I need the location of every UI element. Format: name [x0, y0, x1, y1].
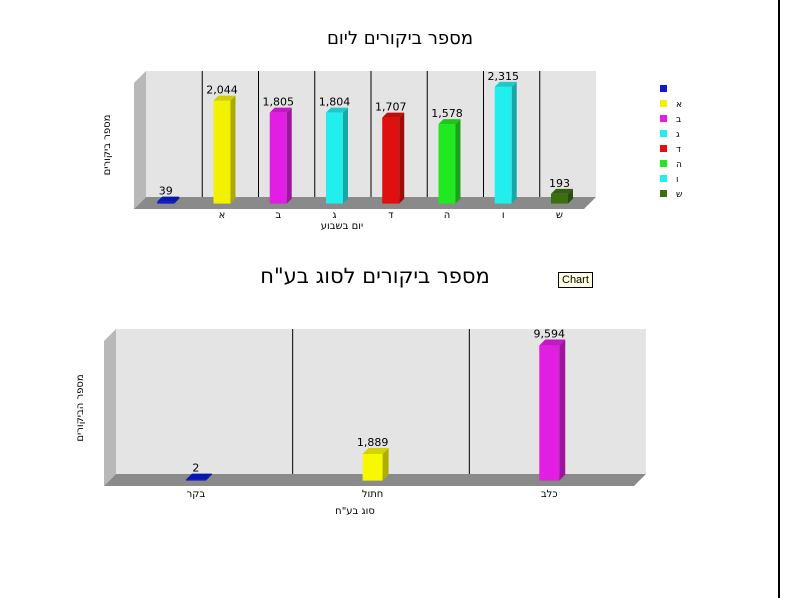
x-tick-label: ב	[275, 210, 281, 221]
x-tick-label: כלב	[541, 489, 558, 500]
window-border	[778, 0, 780, 598]
legend-item	[660, 85, 667, 92]
data-label: 1,889	[357, 436, 389, 449]
svg-text:ב: ב	[676, 115, 681, 125]
bar-1-6	[494, 81, 517, 204]
bar-1-7	[550, 188, 573, 204]
data-label: 193	[549, 177, 570, 190]
chart1-floor	[134, 197, 596, 209]
bar-1-4	[382, 112, 405, 204]
svg-text:א: א	[676, 100, 682, 110]
chart1-y-axis-label: מספר ביקורים	[102, 115, 113, 176]
x-tick-label: בקר	[187, 489, 206, 500]
svg-text:ד: ד	[676, 145, 681, 155]
bar-2-2	[539, 339, 566, 481]
bar-2-0	[185, 473, 212, 481]
x-tick-label: ש	[556, 210, 563, 221]
svg-text:ו: ו	[676, 175, 678, 185]
x-tick-label: ו	[502, 210, 505, 221]
legend-item: ה	[660, 160, 682, 170]
chart2-x-axis-label: סוג בע"ח	[335, 506, 375, 517]
data-label: 1,804	[319, 96, 351, 109]
bar-1-2	[269, 107, 292, 204]
bar-1-3	[325, 107, 348, 204]
svg-text:ה: ה	[676, 160, 682, 170]
bar-1-0	[157, 196, 180, 204]
data-label: 2,315	[487, 70, 519, 83]
data-label: 2	[192, 462, 199, 475]
chart-tooltip: Chart	[558, 272, 593, 288]
chart1-side-wall	[134, 71, 146, 209]
bar-1-1	[213, 95, 236, 204]
svg-text:ג: ג	[676, 130, 680, 140]
x-tick-label: ה	[444, 210, 451, 221]
x-tick-label: ד	[388, 210, 394, 221]
legend-item: ש	[660, 190, 682, 200]
chart2-title: מספר ביקורים לסוג בע"ח	[260, 264, 489, 288]
data-label: 2,044	[206, 84, 238, 97]
chart2-y-axis-label: מספר הביקורים	[75, 374, 86, 441]
chart1-title: מספר ביקורים ליום	[327, 28, 473, 49]
bar-1-5	[438, 119, 461, 204]
legend-item: ב	[660, 115, 681, 125]
data-label: 9,594	[534, 328, 566, 341]
legend-item: ד	[660, 145, 681, 155]
legend-item: ו	[660, 175, 678, 185]
data-label: 1,707	[375, 101, 407, 114]
bar-2-1	[362, 448, 389, 481]
legend-item: ג	[660, 130, 680, 140]
x-tick-label: חתול	[362, 489, 384, 500]
legend-item: א	[660, 100, 682, 110]
visits-per-day-chart: מספר ביקורים ליום 39 2,044 א 1,805 ב 1,804 ג 1,…	[102, 28, 682, 232]
data-label: 1,805	[262, 96, 294, 109]
x-tick-label: ג	[332, 210, 336, 221]
data-label: 1,578	[431, 107, 463, 120]
chart1-x-axis-label: יום בשבוע	[321, 221, 363, 232]
x-tick-label: א	[219, 210, 226, 221]
data-label: 39	[159, 185, 173, 198]
chart2-side-wall	[104, 329, 116, 486]
svg-text:ש: ש	[676, 190, 682, 200]
